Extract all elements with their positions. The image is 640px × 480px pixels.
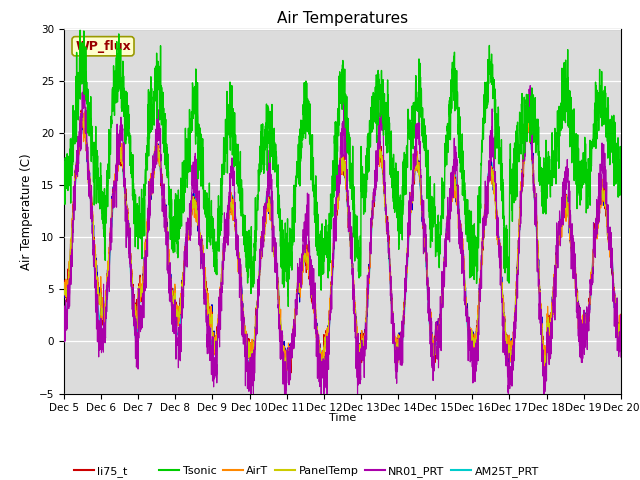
PanelTemp [274,274,282,280]
Tsonic [124,120,132,125]
PanelTemp [617,327,625,333]
Line: li75_t: li75_t [64,110,621,373]
NR01_PRT [81,68,88,73]
li75_t [77,107,85,113]
li77_temp [298,265,306,271]
NR01_PRT [157,158,164,164]
li75_t [547,328,554,334]
Line: AM25T_PRT: AM25T_PRT [64,119,621,372]
li77_temp [617,321,625,327]
Tsonic [617,175,625,181]
X-axis label: Time: Time [329,413,356,423]
AirT [617,327,625,333]
Line: Tsonic: Tsonic [64,30,621,306]
AirT [157,167,164,172]
Line: NR01_PRT: NR01_PRT [64,71,621,403]
li77_temp [124,217,132,223]
li75_t [60,292,68,298]
Title: Air Temperatures: Air Temperatures [277,11,408,26]
li77_temp [606,238,614,243]
PanelTemp [157,168,164,174]
AirT [547,313,554,319]
PanelTemp [606,246,614,252]
Line: li77_temp: li77_temp [64,112,621,372]
NR01_PRT [60,303,68,309]
NR01_PRT [298,252,306,257]
li75_t [274,275,282,280]
AirT [281,381,289,386]
PanelTemp [524,108,531,114]
PanelTemp [124,210,131,216]
li77_temp [77,109,85,115]
li77_temp [286,370,294,375]
NR01_PRT [317,400,325,406]
PanelTemp [298,275,305,280]
li77_temp [274,281,282,287]
Tsonic [284,303,292,309]
li75_t [298,268,306,274]
Tsonic [274,193,282,199]
Line: AirT: AirT [64,106,621,384]
Tsonic [298,118,306,124]
Y-axis label: Air Temperature (C): Air Temperature (C) [20,153,33,269]
li77_temp [547,317,554,323]
NR01_PRT [124,231,132,237]
Tsonic [606,117,614,122]
li77_temp [60,288,68,294]
AirT [524,103,532,108]
AM25T_PRT [617,336,625,342]
li75_t [157,182,164,188]
NR01_PRT [547,333,554,338]
AM25T_PRT [157,168,164,174]
AM25T_PRT [606,240,614,246]
Text: WP_flux: WP_flux [75,40,131,53]
Line: PanelTemp: PanelTemp [64,111,621,371]
AM25T_PRT [60,311,68,316]
AirT [274,275,282,280]
li75_t [606,254,614,260]
PanelTemp [60,281,68,287]
Tsonic [157,97,164,103]
Tsonic [60,159,68,165]
AM25T_PRT [318,369,326,375]
PanelTemp [318,368,326,374]
PanelTemp [547,325,554,331]
li75_t [617,312,625,317]
NR01_PRT [617,354,625,360]
AirT [606,231,614,237]
li77_temp [157,167,164,172]
AM25T_PRT [547,328,554,334]
NR01_PRT [274,285,282,291]
NR01_PRT [606,234,614,240]
AM25T_PRT [124,223,132,228]
AirT [124,206,131,212]
li75_t [287,370,295,376]
Legend: li75_t, li77_temp, Tsonic, AirT, PanelTemp, NR01_PRT, AM25T_PRT: li75_t, li77_temp, Tsonic, AirT, PanelTe… [70,461,543,480]
AM25T_PRT [298,260,306,265]
AM25T_PRT [274,278,282,284]
Tsonic [547,186,554,192]
Tsonic [76,27,84,33]
AM25T_PRT [79,116,86,121]
AirT [60,284,68,290]
AirT [298,271,306,277]
li75_t [124,205,132,211]
